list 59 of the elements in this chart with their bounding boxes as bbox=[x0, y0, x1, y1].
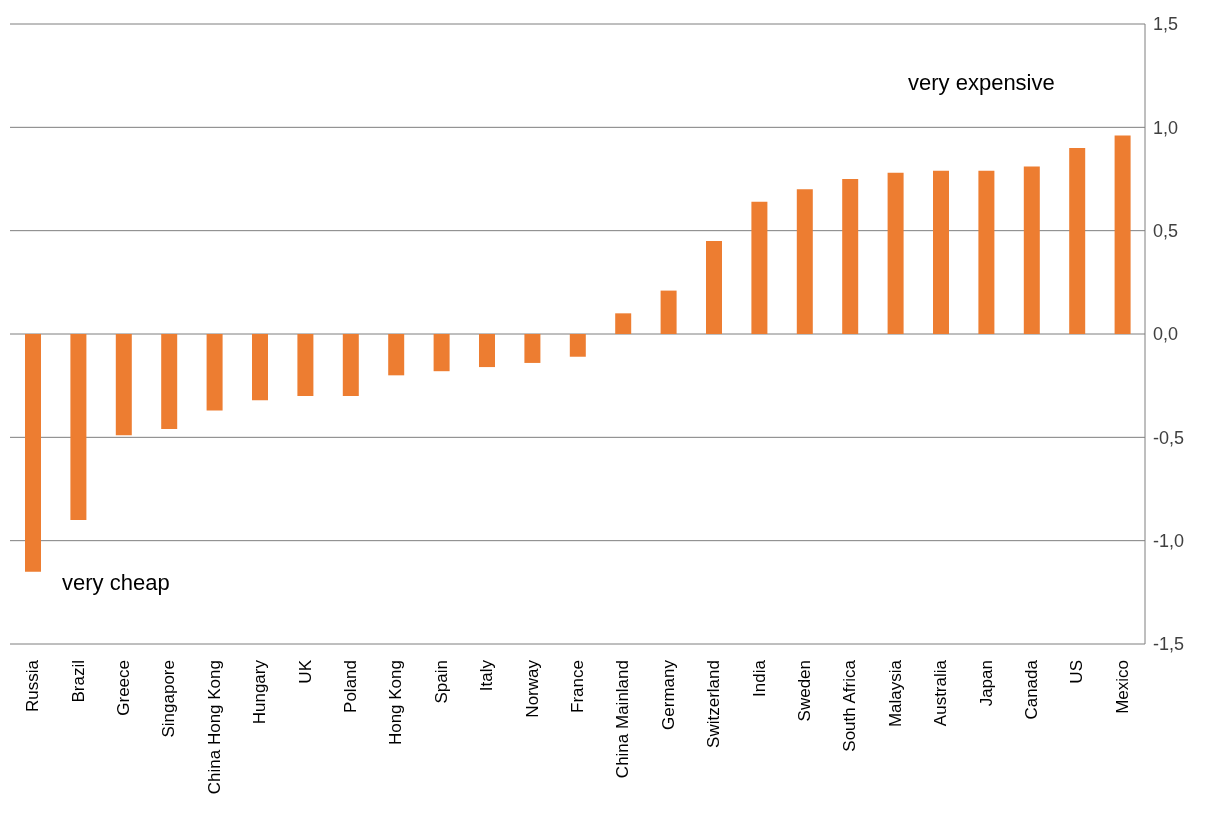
x-tick-label: Italy bbox=[477, 659, 497, 692]
bar bbox=[796, 189, 813, 334]
y-tick-label: 0,5 bbox=[1153, 221, 1179, 242]
x-tick-label: Switzerland bbox=[704, 660, 724, 748]
x-tick-label: Australia bbox=[931, 659, 951, 727]
bar bbox=[615, 313, 632, 334]
x-tick-label: Greece bbox=[114, 660, 133, 716]
x-tick-label: Poland bbox=[341, 660, 360, 713]
x-tick-label: South Africa bbox=[840, 659, 860, 752]
x-tick-label: Singapore bbox=[159, 660, 179, 738]
bar bbox=[25, 334, 41, 572]
bar bbox=[433, 334, 450, 372]
bar bbox=[706, 241, 722, 334]
x-tick-label: China Mainland bbox=[613, 660, 633, 779]
x-tick-label: Spain bbox=[431, 660, 451, 704]
bar bbox=[70, 334, 87, 520]
bar bbox=[751, 201, 768, 334]
bar bbox=[388, 334, 405, 376]
x-tick-label: Hungary bbox=[250, 659, 270, 725]
x-tick-label: Sweden bbox=[795, 660, 814, 722]
y-tick-label: -1,5 bbox=[1153, 634, 1185, 655]
bar bbox=[978, 170, 995, 334]
y-tick-label: 1,0 bbox=[1153, 117, 1179, 138]
bar bbox=[342, 334, 359, 396]
bar bbox=[1114, 135, 1131, 334]
y-tick-label: 1,5 bbox=[1153, 14, 1179, 35]
bar bbox=[252, 334, 268, 401]
bar bbox=[1023, 166, 1040, 334]
bar bbox=[887, 172, 904, 334]
x-tick-label: Norway bbox=[522, 659, 542, 718]
x-tick-label: China Hong Kong bbox=[204, 660, 224, 795]
x-tick-label: France bbox=[568, 660, 587, 713]
bar bbox=[842, 179, 859, 334]
bar bbox=[161, 334, 178, 430]
x-tick-label: UK bbox=[295, 659, 315, 684]
y-tick-label: 0,0 bbox=[1153, 324, 1179, 345]
x-tick-label: India bbox=[749, 659, 769, 697]
bar bbox=[206, 334, 223, 411]
bar bbox=[660, 290, 677, 334]
x-tick-label: Germany bbox=[658, 659, 678, 730]
x-tick-label: Canada bbox=[1022, 659, 1041, 720]
bar bbox=[569, 334, 586, 357]
bar bbox=[933, 170, 949, 334]
bar bbox=[297, 334, 314, 396]
bar bbox=[1069, 148, 1086, 334]
x-tick-label: Russia bbox=[23, 659, 43, 712]
x-tick-label: Mexico bbox=[1112, 660, 1132, 714]
bar bbox=[115, 334, 132, 436]
x-tick-label: Brazil bbox=[68, 660, 88, 703]
annotation: very expensive bbox=[908, 70, 1055, 96]
annotation: very cheap bbox=[62, 570, 170, 596]
bar bbox=[479, 334, 495, 368]
x-tick-label: Japan bbox=[976, 660, 996, 707]
bar bbox=[524, 334, 541, 363]
x-tick-label: Hong Kong bbox=[386, 660, 406, 746]
x-tick-label: Malaysia bbox=[885, 659, 905, 728]
x-tick-label: US bbox=[1067, 660, 1087, 684]
y-tick-label: -0,5 bbox=[1153, 427, 1185, 448]
y-tick-label: -1,0 bbox=[1153, 531, 1185, 552]
